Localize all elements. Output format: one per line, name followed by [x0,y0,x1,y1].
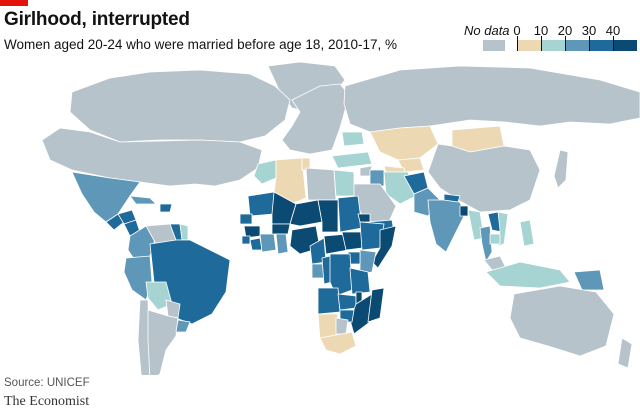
region-niger [289,199,323,227]
region-australia [509,285,615,357]
region-morocco [253,159,277,185]
region-south-africa [319,331,357,355]
region-canada [69,69,291,143]
region-argentina [147,309,179,375]
region-dominican-republic [159,203,173,213]
region-cote-d-ivoire [259,233,277,253]
brand-red-tab [0,0,28,6]
legend-tick-label-10: 10 [533,23,549,38]
region-cambodia [489,233,501,245]
region-chad [317,199,339,233]
region-liberia [249,237,263,251]
region-senegal [239,213,253,225]
legend-tick-label-0: 0 [513,23,521,38]
legend-tick-20 [565,36,566,51]
region-russia [343,65,640,133]
legend-bin-10-20 [541,40,565,51]
legend: No data 0 10 20 30 40 [464,23,640,53]
region-burkina-faso [271,223,291,235]
legend-tick-label-40: 40 [605,23,621,38]
region-botswana [335,317,349,335]
region-india [427,199,467,253]
region-angola [317,287,341,315]
region-somalia [371,225,397,269]
region-kenya [359,249,377,275]
region-philippines [519,219,535,247]
legend-tick-30 [589,36,590,51]
legend-tick-label-30: 30 [581,23,597,38]
region-new-zealand [617,337,633,369]
region-egypt [333,169,355,197]
legend-no-data-label: No data [464,23,510,38]
region-ukraine [341,131,365,147]
region-turkey [331,151,373,169]
region-chile [137,299,151,375]
legend-no-data-swatch [483,40,505,51]
source-note: Source: UNICEF [4,377,90,389]
region-sierra-leone [241,235,251,245]
legend-bin-40-plus [613,40,637,51]
region-uruguay [175,319,191,333]
legend-tick-label-20: 20 [557,23,573,38]
region-indonesia [485,261,571,289]
region-japan [553,149,569,189]
region-usa [41,127,263,187]
world-map [41,61,640,375]
region-dr-congo [329,253,353,297]
region-tanzania [349,267,371,295]
chart-title: Girlhood, interrupted [4,9,190,30]
economist-brand: The Economist [4,394,90,409]
region-mauritania [247,191,275,217]
legend-tick-10 [541,36,542,51]
region-cuba [129,195,157,205]
region-south-sudan [341,231,363,251]
region-gabon [311,263,325,279]
region-nepal [443,193,461,203]
region-kazakhstan [369,125,439,161]
legend-tick-0 [517,36,518,51]
legend-bin-30-40 [589,40,613,51]
region-eritrea [357,213,371,223]
region-papua-new-guinea [573,269,605,291]
region-zambia [337,293,357,311]
region-bangladesh [459,205,469,217]
legend-tick-40 [613,36,614,51]
region-thailand [479,225,493,264]
region-ghana [275,233,289,255]
region-madagascar [367,287,385,323]
legend-scale: 0 10 20 30 40 [513,23,637,53]
region-europe [281,83,351,155]
region-libya [305,167,337,201]
region-china [427,143,541,213]
legend-bin-20-30 [565,40,589,51]
region-iraq [369,169,385,187]
region-vietnam [497,211,509,247]
legend-bin-0-10 [517,40,541,51]
chart-subtitle: Women aged 20-24 who were married before… [4,37,397,52]
region-bolivia [145,281,173,311]
